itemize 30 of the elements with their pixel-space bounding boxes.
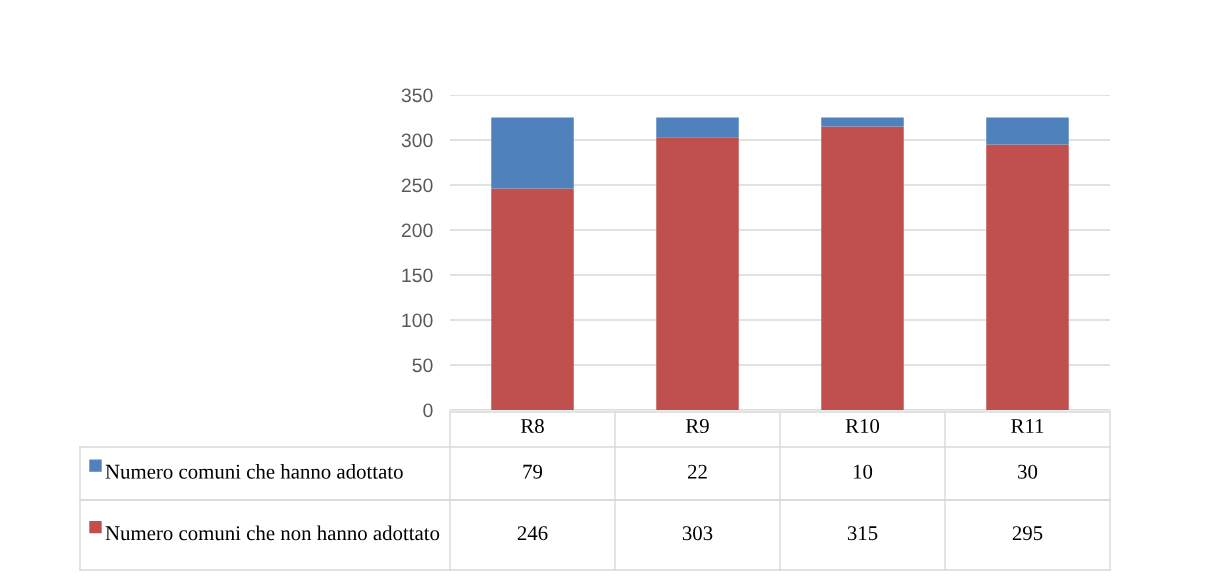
data-label: 10 <box>853 464 873 479</box>
legend-label: Numero comuni che hanno adottato <box>105 464 403 479</box>
y-tick-label: 0 <box>423 403 433 418</box>
legend-label: Numero comuni che non hanno adottato <box>105 525 440 541</box>
y-tick-label: 100 <box>402 313 433 328</box>
bar <box>986 117 1069 145</box>
bar <box>656 117 739 138</box>
bar <box>491 117 574 189</box>
y-tick-label: 250 <box>401 178 433 193</box>
y-tick-label: 300 <box>401 133 433 148</box>
data-label: 30 <box>1018 464 1038 479</box>
bar <box>986 144 1069 410</box>
bar <box>491 188 574 410</box>
data-label: 295 <box>1012 526 1043 541</box>
y-tick-label: 350 <box>401 88 433 103</box>
x-tick-label: R9 <box>685 418 709 433</box>
x-tick-label: R11 <box>1011 419 1044 433</box>
y-tick-label: 150 <box>402 268 433 283</box>
y-tick-label: 50 <box>412 358 433 373</box>
bar <box>656 137 739 410</box>
bar <box>821 126 904 410</box>
bar <box>821 117 904 127</box>
data-label: 79 <box>523 464 543 479</box>
data-label: 22 <box>688 464 707 479</box>
x-tick-label: R10 <box>845 418 880 433</box>
data-label: 303 <box>682 526 713 541</box>
x-tick-label: R8 <box>520 418 544 433</box>
data-label: 315 <box>847 526 878 541</box>
y-tick-label: 200 <box>401 223 433 238</box>
data-label: 246 <box>517 526 548 541</box>
